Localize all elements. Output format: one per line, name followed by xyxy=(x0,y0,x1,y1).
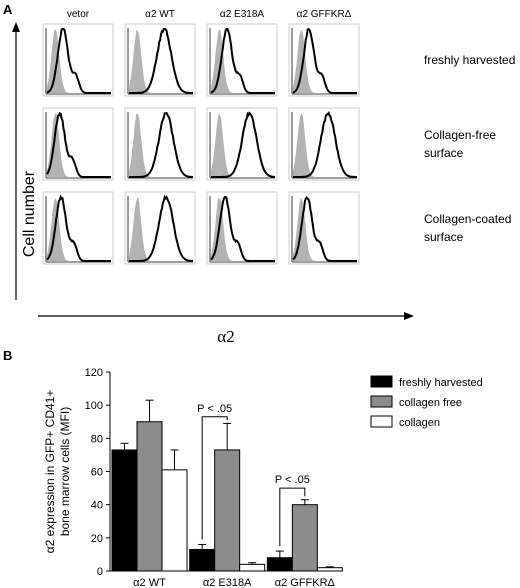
x-tick-label: α2 E318A xyxy=(203,577,252,588)
legend-swatch xyxy=(370,415,393,428)
control-histogram xyxy=(211,197,275,261)
panel-a-letter: A xyxy=(3,2,13,17)
y-tick-label: 0 xyxy=(97,566,103,578)
bar xyxy=(214,449,241,572)
y-tick-label: 20 xyxy=(91,533,103,545)
sample-histogram xyxy=(210,28,275,94)
control-histogram xyxy=(293,113,357,177)
histogram-panel xyxy=(288,107,360,181)
bar-chart: 0 20 40 60 80 100 120 α2 expression in GFP+ CD4… xyxy=(43,367,483,588)
legend-label: freshly harvested xyxy=(399,377,483,389)
column-label: α2 E318A xyxy=(220,9,264,20)
histogram-panel xyxy=(124,107,196,181)
bar xyxy=(266,557,293,572)
control-histogram xyxy=(129,197,193,261)
histogram-panel xyxy=(206,191,278,265)
y-axis-label: α2 expression in GFP+ CD41+ xyxy=(43,390,57,554)
histogram-panel xyxy=(288,191,360,265)
row-label: Collagen-free xyxy=(424,128,496,142)
significance-bracket xyxy=(201,416,228,540)
sample-histogram xyxy=(292,196,357,262)
row-label: freshly harvested xyxy=(424,53,515,67)
bar xyxy=(161,469,188,572)
column-labels: vetor α2 WT α2 E318A α2 GFFKRΔ xyxy=(67,9,352,20)
histogram-panel xyxy=(206,23,278,97)
column-label: α2 WT xyxy=(145,9,175,20)
column-label: α2 GFFKRΔ xyxy=(297,9,352,20)
sample-histogram xyxy=(210,195,275,262)
x-axis-arrow xyxy=(38,312,414,320)
y-tick-label: 100 xyxy=(85,400,103,412)
significance-label: P < .05 xyxy=(275,474,310,486)
significance-label: P < .05 xyxy=(197,403,232,415)
y-tick-label: 60 xyxy=(91,467,103,479)
sample-histogram xyxy=(129,194,194,262)
bar xyxy=(239,563,266,572)
y-tick-label: 40 xyxy=(91,500,103,512)
histogram-panel xyxy=(288,23,360,97)
control-histogram xyxy=(211,29,275,93)
significance-bracket xyxy=(279,487,306,547)
histogram-panel xyxy=(124,23,196,97)
y-axis-arrow xyxy=(12,22,20,300)
control-histogram xyxy=(293,198,357,261)
y-axis-label: Cell number xyxy=(21,170,38,257)
sample-histogram xyxy=(292,27,357,94)
bar xyxy=(136,421,163,572)
control-histogram xyxy=(293,29,357,93)
legend-label: collagen free xyxy=(399,397,462,409)
histogram-grid xyxy=(42,23,360,265)
x-tick-label: α2 GFFKRΔ xyxy=(275,577,336,588)
sample-histogram xyxy=(129,28,193,94)
legend-label: collagen xyxy=(399,417,440,429)
bar xyxy=(291,504,318,572)
legend-swatch xyxy=(370,375,393,388)
x-axis-label: α2 xyxy=(217,327,234,346)
control-histogram xyxy=(129,29,193,93)
sample-histogram xyxy=(46,28,111,94)
y-axis-label: bone marrow cells (MFI) xyxy=(58,407,72,536)
y-tick-label: 120 xyxy=(85,367,103,379)
bar xyxy=(189,548,216,572)
panel-b-letter: B xyxy=(3,348,12,363)
histogram-panel xyxy=(42,191,114,265)
bar xyxy=(316,567,343,572)
histogram-panel xyxy=(206,107,278,181)
sample-histogram xyxy=(211,111,275,178)
control-histogram xyxy=(129,114,193,177)
row-labels: freshly harvested Collagen-free surface Col… xyxy=(424,53,515,244)
sample-histogram xyxy=(46,194,111,262)
legend-swatch xyxy=(370,395,393,408)
histogram-panel xyxy=(124,191,196,265)
row-label: Collagen-coated xyxy=(424,212,511,226)
control-histogram xyxy=(211,114,275,177)
control-histogram xyxy=(47,113,111,177)
histogram-panel xyxy=(42,23,114,97)
row-label: surface xyxy=(424,230,464,244)
control-histogram xyxy=(47,29,111,94)
sample-histogram xyxy=(129,111,194,178)
y-tick-label: 80 xyxy=(91,433,103,445)
histogram-panel xyxy=(42,107,114,181)
sample-histogram xyxy=(46,111,111,178)
bar xyxy=(111,449,138,572)
control-histogram xyxy=(47,198,111,261)
row-label: surface xyxy=(424,146,464,160)
column-label: vetor xyxy=(67,9,90,20)
x-tick-label: α2 WT xyxy=(133,577,166,588)
sample-histogram xyxy=(293,110,357,178)
